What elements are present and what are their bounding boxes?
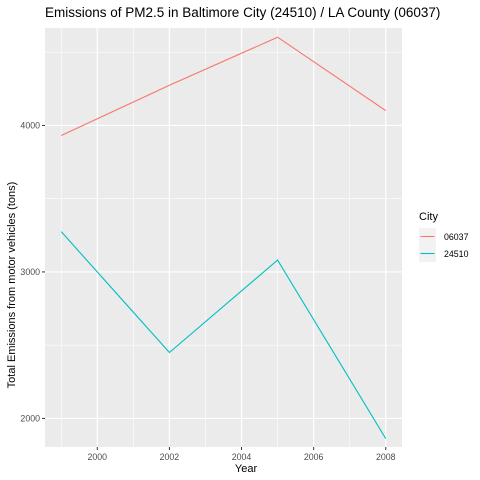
x-tick-label: 2006 [304, 452, 324, 462]
series-line-24510 [60, 231, 387, 439]
series-lines [60, 36, 387, 439]
x-axis: 2000 2002 2004 2006 2008 [87, 447, 396, 462]
y-tick-label: 4000 [20, 120, 40, 130]
chart-title: Emissions of PM2.5 in Baltimore City (24… [45, 5, 440, 20]
legend: City 06037 24510 [419, 211, 469, 262]
series-line-06037 [60, 36, 387, 137]
x-tick-label: 2002 [160, 452, 180, 462]
plot-panel [45, 28, 402, 447]
y-axis-title: Total Emissions from motor vehicles (ton… [6, 182, 18, 389]
x-tick-label: 2008 [376, 452, 396, 462]
grid-lines [45, 28, 402, 447]
y-tick-label: 2000 [20, 413, 40, 423]
y-axis: 2000 3000 4000 [20, 120, 45, 423]
x-axis-title: Year [235, 463, 258, 475]
legend-label-24510: 24510 [444, 249, 469, 259]
x-tick-label: 2004 [232, 452, 252, 462]
x-tick-label: 2000 [87, 452, 107, 462]
y-tick-label: 3000 [20, 267, 40, 277]
legend-label-06037: 06037 [444, 232, 469, 242]
legend-title: City [419, 211, 438, 223]
